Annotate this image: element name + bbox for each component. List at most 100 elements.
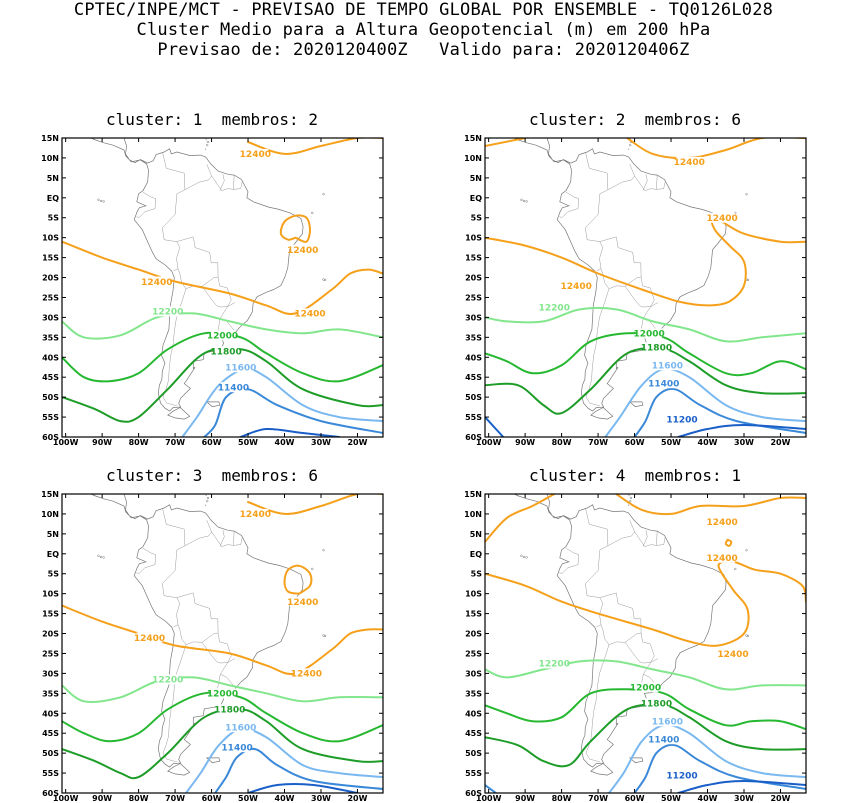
lon-tick-label: 30W	[734, 794, 754, 803]
map-layer: 12400 12400 12400 12400 12200 12000 11800 11600…	[62, 112, 383, 437]
lat-tick-label: 60S	[42, 433, 59, 442]
lat-tick-label: 45S	[42, 729, 59, 738]
contour-label: 11400	[648, 379, 679, 389]
lon-tick-label: 30W	[311, 794, 331, 803]
lat-tick-label: 30S	[465, 313, 482, 322]
country-border	[162, 153, 186, 240]
country-border	[642, 174, 648, 191]
lat-tick-label: 15S	[42, 254, 59, 263]
coastline	[565, 112, 581, 119]
contour-label: 11800	[214, 706, 245, 716]
header-line-1: CPTEC/INPE/MCT - PREVISAO DE TEMPO GLOBA…	[73, 0, 774, 20]
map-frame	[61, 493, 384, 794]
lat-tick-label: 10S	[465, 590, 482, 599]
coastline	[205, 494, 207, 497]
contour-label: 11600	[225, 364, 256, 374]
map-panel-2: cluster: 2 membros: 6 12400 12400 12400 122…	[423, 110, 847, 447]
island	[206, 140, 210, 144]
lon-tick-label: 90W	[92, 794, 112, 803]
country-border	[201, 633, 232, 664]
contour-label: 12000	[630, 684, 661, 694]
island	[525, 200, 528, 203]
coastline	[514, 138, 727, 412]
contour-label: 11800	[641, 344, 672, 354]
contour-12000	[62, 691, 383, 743]
country-border	[211, 175, 235, 191]
lat-tick-label: 5S	[48, 570, 60, 579]
island	[520, 198, 523, 201]
contour-11200	[677, 780, 806, 793]
lon-tick-label: 60W	[625, 794, 645, 803]
lon-tick-label: 100W	[53, 794, 79, 803]
contour-label: 11400	[648, 735, 679, 745]
lat-tick-label: 60S	[42, 789, 59, 798]
island	[629, 500, 632, 503]
country-border	[585, 288, 610, 407]
country-border	[559, 547, 579, 574]
lat-tick-label: 60S	[465, 433, 482, 442]
coastline	[609, 480, 614, 481]
coastline	[609, 124, 614, 125]
contour-12200	[485, 659, 806, 691]
map-layer: 12400 12400 12400 12200 12000 11800 11600 11400…	[485, 480, 806, 793]
lat-tick-label: 20S	[465, 274, 482, 283]
lat-tick-label: 5S	[471, 570, 483, 579]
lat-tick-label: 5N	[470, 530, 482, 539]
lon-tick-label: 30W	[734, 438, 754, 447]
lon-tick-label: 20W	[770, 794, 790, 803]
lat-tick-label: 25S	[465, 649, 482, 658]
lat-tick-label: 10N	[41, 154, 59, 163]
country-border	[599, 592, 642, 646]
lon-tick-label: 60W	[625, 438, 645, 447]
coastline	[186, 480, 191, 481]
lon-tick-label: 80W	[552, 794, 572, 803]
contour-label: 12400	[706, 214, 737, 224]
island	[734, 567, 737, 571]
coastline	[69, 138, 95, 141]
lat-tick-label: 50S	[465, 749, 482, 758]
contour-12400	[626, 138, 806, 160]
coastline	[204, 148, 207, 150]
lat-tick-label: 45S	[465, 729, 482, 738]
lat-tick-label: 40S	[42, 353, 59, 362]
contour-11200	[239, 427, 341, 437]
country-border	[220, 673, 236, 689]
country-border	[136, 547, 156, 574]
lon-tick-label: 50W	[661, 438, 681, 447]
country-border	[219, 530, 225, 547]
lat-tick-label: 35S	[465, 333, 482, 342]
lat-tick-label: 5N	[47, 174, 59, 183]
island	[522, 199, 526, 203]
country-border	[607, 520, 635, 547]
coastline	[91, 494, 304, 768]
country-border	[233, 181, 243, 190]
contour-label: 11400	[218, 383, 249, 393]
country-border	[634, 531, 658, 547]
lat-tick-label: 55S	[465, 769, 482, 778]
lon-tick-label: 40W	[698, 438, 718, 447]
island	[102, 200, 105, 203]
country-border	[211, 531, 235, 547]
country-border	[624, 633, 655, 664]
map-panel-3: cluster: 3 membros: 6 12400 12400 12400 124…	[0, 466, 424, 803]
country-border	[585, 644, 610, 763]
lat-tick-label: 15N	[464, 490, 482, 499]
country-border	[656, 181, 666, 190]
lat-tick-label: 50S	[42, 749, 59, 758]
island	[629, 496, 633, 500]
island	[323, 278, 327, 282]
lat-tick-label: 10N	[464, 510, 482, 519]
lat-tick-label: 30S	[42, 313, 59, 322]
coastline	[142, 468, 158, 475]
lat-tick-label: 35S	[42, 689, 59, 698]
lon-tick-label: 20W	[347, 438, 367, 447]
coastline	[142, 112, 158, 119]
contour-label: 12400	[141, 278, 172, 288]
coastline	[627, 504, 630, 506]
contour-label: 12200	[152, 308, 183, 318]
map-layer: 12400 12400 12400 12400 12200 12000 11800 11600…	[62, 468, 383, 793]
lat-tick-label: 55S	[42, 769, 59, 778]
lon-tick-label: 90W	[515, 438, 535, 447]
contour-12200	[62, 312, 383, 340]
country-border	[585, 509, 609, 596]
